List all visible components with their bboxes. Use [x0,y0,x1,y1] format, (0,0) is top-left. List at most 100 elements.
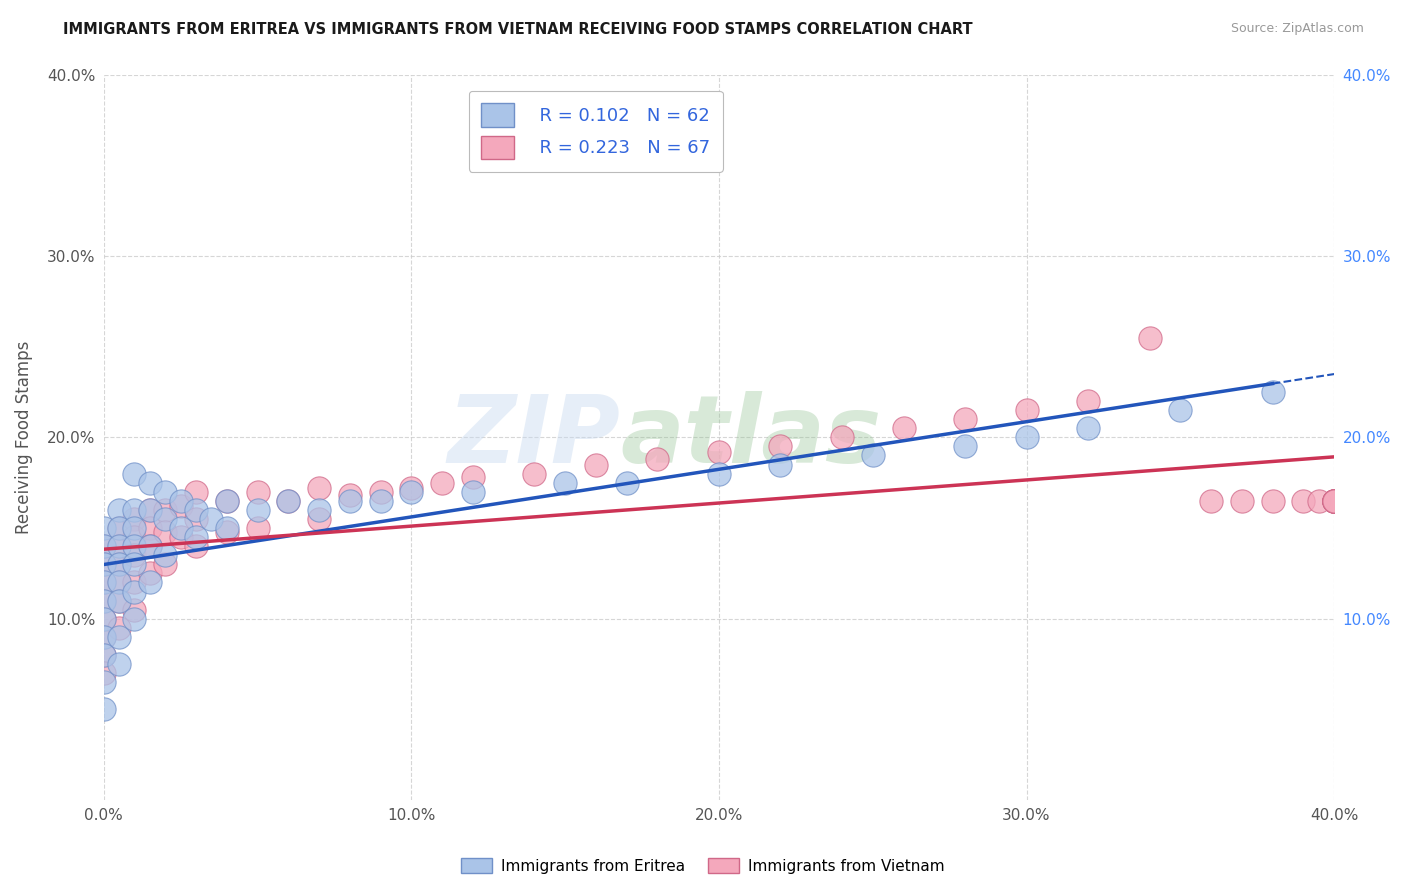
Point [647,452,669,467]
Point [370,484,392,499]
Point [108,558,131,572]
Point [461,484,484,499]
Point [523,467,546,481]
Point [124,548,146,562]
Point [108,503,131,517]
Point [93,539,115,553]
Point [1261,384,1284,399]
Point [308,503,330,517]
Point [139,575,162,590]
Point [139,503,162,517]
Text: Source: ZipAtlas.com: Source: ZipAtlas.com [1230,22,1364,36]
Point [1170,403,1192,417]
Legend:   R = 0.102   N = 62,   R = 0.223   N = 67: R = 0.102 N = 62, R = 0.223 N = 67 [468,91,723,171]
Point [93,630,115,644]
Point [93,575,115,590]
Point [169,530,191,544]
Point [401,481,423,495]
Point [831,430,853,444]
Point [554,475,576,490]
Point [707,445,730,459]
Point [93,612,115,626]
Point [155,558,177,572]
Point [246,503,269,517]
Point [124,584,146,599]
Point [1323,493,1346,508]
Point [108,539,131,553]
Point [1077,394,1099,409]
Point [1323,493,1346,508]
Point [93,612,115,626]
Point [93,558,115,572]
Point [616,475,638,490]
Point [169,521,191,535]
Point [93,702,115,716]
Point [184,484,207,499]
Point [184,530,207,544]
Point [215,493,238,508]
Point [93,630,115,644]
Point [339,488,361,502]
Point [93,558,115,572]
Point [1015,430,1038,444]
Point [585,458,607,472]
Point [308,512,330,526]
Point [93,675,115,690]
Point [108,558,131,572]
Point [1292,493,1315,508]
Y-axis label: Receiving Food Stamps: Receiving Food Stamps [15,341,32,534]
Point [108,539,131,553]
Point [108,521,131,535]
Point [108,621,131,635]
Point [1323,493,1346,508]
Point [953,412,976,426]
Point [1261,493,1284,508]
Text: atlas: atlas [620,392,882,483]
Point [862,449,884,463]
Point [108,575,131,590]
Point [93,666,115,681]
Point [1323,493,1346,508]
Point [401,484,423,499]
Point [155,524,177,539]
Point [124,521,146,535]
Point [93,648,115,662]
Point [124,467,146,481]
Point [169,500,191,514]
Point [277,493,299,508]
Point [370,493,392,508]
Point [184,503,207,517]
Point [139,503,162,517]
Point [139,566,162,581]
Point [93,648,115,662]
Point [124,558,146,572]
Point [124,602,146,616]
Point [1323,493,1346,508]
Point [139,521,162,535]
Point [93,539,115,553]
Point [215,493,238,508]
Point [124,503,146,517]
Point [124,512,146,526]
Point [155,548,177,562]
Point [1077,421,1099,435]
Point [108,593,131,607]
Point [124,539,146,553]
Point [184,512,207,526]
Point [139,539,162,553]
Point [200,512,222,526]
Point [93,575,115,590]
Point [215,521,238,535]
Point [155,503,177,517]
Point [215,524,238,539]
Legend: Immigrants from Eritrea, Immigrants from Vietnam: Immigrants from Eritrea, Immigrants from… [456,852,950,880]
Point [461,470,484,484]
Text: ZIP: ZIP [447,392,620,483]
Point [277,493,299,508]
Point [953,439,976,453]
Point [108,575,131,590]
Point [108,593,131,607]
Point [430,475,453,490]
Point [124,575,146,590]
Point [707,467,730,481]
